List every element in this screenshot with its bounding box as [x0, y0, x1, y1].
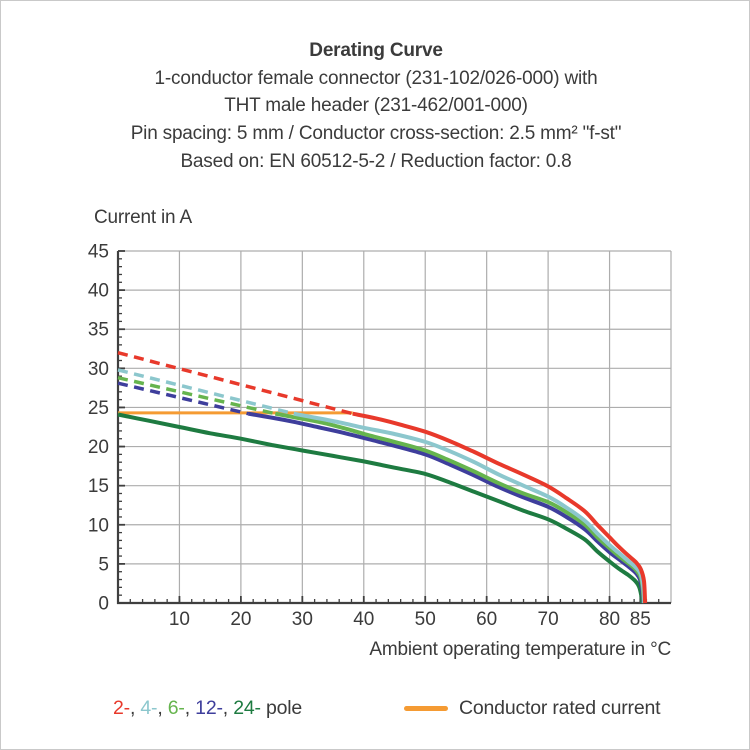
series-4-pole: [117, 368, 647, 604]
subtitle-line-2: THT male header (231-462/001-000): [224, 95, 528, 117]
legend-pole-suffix: pole: [260, 697, 303, 719]
y-tick-label: 30: [88, 359, 109, 380]
y-tick-label: 5: [98, 554, 109, 575]
legend-separator: ,: [184, 697, 196, 719]
y-axis-title: Current in A: [94, 207, 192, 228]
axes: [116, 251, 671, 605]
x-tick-label: 10: [169, 609, 190, 630]
tick-marks: [118, 250, 660, 604]
series-24-pole: [117, 412, 645, 604]
x-tick-label: 50: [415, 609, 436, 630]
y-tick-label: 15: [88, 476, 109, 497]
legend-pole-label-2: 2-: [113, 697, 130, 719]
series-4-pole-dashed: [117, 368, 295, 416]
series-12-pole-solid: [247, 411, 645, 604]
pole-legend: 2-, 4-, 6-, 12-, 24- pole: [113, 697, 302, 720]
series-2-pole-solid: [352, 411, 648, 604]
tick-labels: 10 20 30 40 50 60 70 80 85 0 5 10 15 20 25 30 35 40 45: [88, 242, 651, 631]
series-6-pole-solid: [274, 411, 646, 604]
series-2-pole-dashed: [117, 351, 354, 416]
y-tick-label: 35: [88, 320, 109, 341]
y-tick-label: 40: [88, 281, 109, 302]
subtitle-line-4: Based on: EN 60512-5-2 / Reduction facto…: [180, 150, 572, 172]
y-tick-label: 0: [98, 594, 109, 615]
x-tick-label: 20: [230, 609, 251, 630]
chart-header: Derating Curve 1-conductor female connec…: [1, 37, 749, 176]
x-tick-label: 70: [538, 609, 559, 630]
series-24-pole-solid: [117, 412, 645, 604]
y-tick-label: 20: [88, 437, 109, 458]
legend-separator: ,: [129, 697, 141, 719]
legend-pole-label-6: 6-: [167, 697, 185, 719]
rated-current-legend-label: Conductor rated current: [459, 697, 661, 719]
y-tick-label: 25: [88, 398, 109, 419]
rated-current-legend: Conductor rated current: [404, 697, 661, 720]
series-4-pole-solid: [293, 411, 647, 604]
legend-pole-label-4: 4-: [140, 697, 158, 719]
series-2-pole: [117, 351, 648, 604]
x-tick-label: 80: [599, 609, 620, 630]
legend-separator: ,: [222, 697, 234, 719]
rated-current-line-swatch: [404, 706, 448, 711]
series-12-pole: [117, 381, 645, 604]
legend-separator: ,: [157, 697, 168, 719]
x-tick-label: 60: [476, 609, 497, 630]
y-tick-label: 45: [88, 242, 109, 263]
series-12-pole-dashed: [117, 381, 249, 416]
subtitle-line-1: 1-conductor female connector (231-102/02…: [154, 67, 598, 89]
page-title: Derating Curve: [309, 40, 443, 61]
gridlines: [118, 250, 672, 603]
x-tick-label: 30: [292, 609, 313, 630]
x-axis-title: Ambient operating temperature in °C: [369, 639, 671, 660]
legend-pole-label-12: 12-: [195, 697, 223, 719]
x-tick-label: 85: [630, 609, 651, 630]
legend-pole-label-24: 24-: [233, 697, 261, 719]
x-tick-label: 40: [353, 609, 374, 630]
series-6-pole-dashed: [117, 375, 276, 416]
y-tick-label: 10: [88, 515, 109, 536]
subtitle-line-3: Pin spacing: 5 mm / Conductor cross-sect…: [130, 123, 622, 145]
